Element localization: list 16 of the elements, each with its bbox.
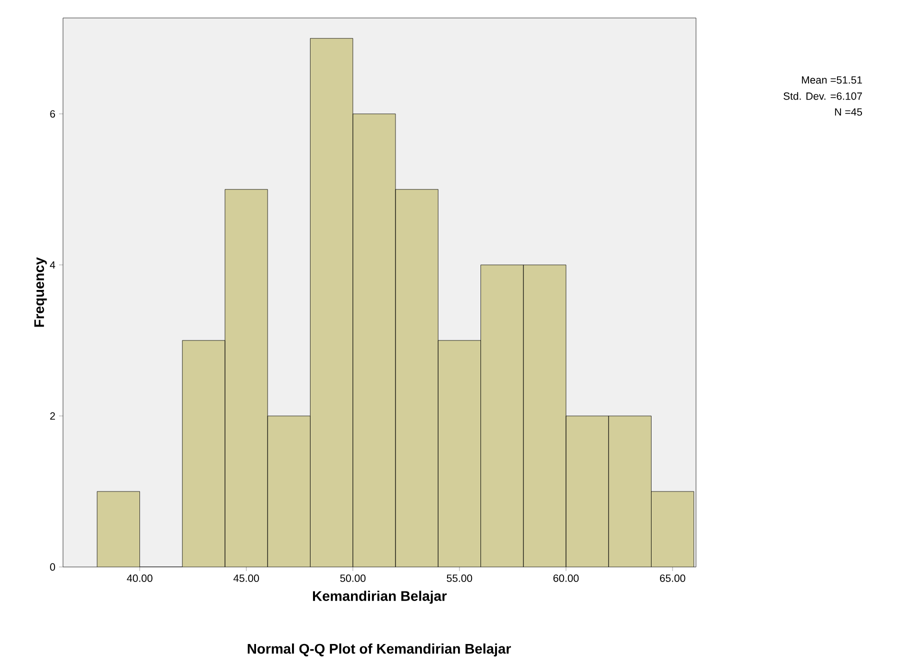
text: N =45	[835, 108, 862, 116]
text: Mean =51.51	[802, 76, 862, 84]
text: Normal Q-Q Plot of Kemandirian Belajar	[248, 643, 511, 656]
x-tick-label: 40.00	[126, 574, 152, 582]
y-axis-title: Frequency	[34, 257, 47, 327]
y-tick-label: 2	[50, 412, 55, 420]
y-tick-label: 6	[50, 110, 56, 118]
y-tick-label: 4	[50, 261, 56, 269]
x-tick-label: 65.00	[660, 574, 686, 582]
y-tick-label: 0	[50, 563, 56, 571]
text: Std. Dev. =6.107	[784, 92, 862, 100]
x-tick-label: 60.00	[553, 574, 579, 582]
x-tick-label: 50.00	[340, 574, 366, 582]
x-axis-title: Kemandirian Belajar	[313, 590, 447, 604]
x-tick-label: 55.00	[446, 574, 472, 582]
x-tick-label: 45.00	[233, 574, 259, 582]
